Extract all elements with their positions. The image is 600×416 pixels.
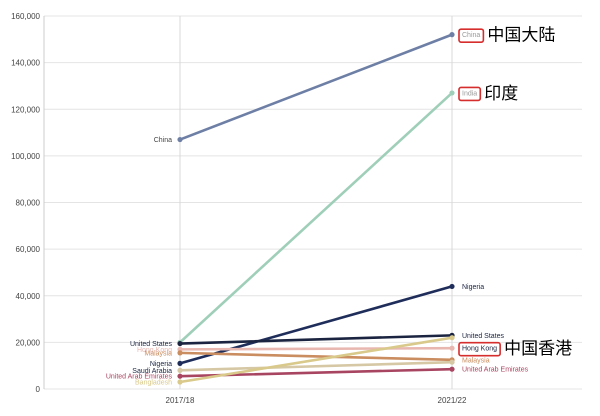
y-tick-label: 120,000 [11, 105, 40, 114]
highlight-box-india [458, 86, 482, 102]
series-line-hong-kong [178, 346, 454, 351]
label-end-nigeria: Nigeria [462, 284, 484, 291]
y-tick-label: 20,000 [16, 338, 41, 347]
axes: 0 20,000 40,000 60,000 80,000 100,000 120,000 1… [11, 12, 467, 405]
point-start-united-arab-emirates [177, 373, 183, 379]
highlight-box-china [458, 28, 485, 43]
annotation-hong-kong: 中国香港 [504, 339, 572, 359]
label-start-saudi-arabia: Saudi Arabia [132, 368, 172, 375]
point-start-china [177, 136, 183, 143]
label-start-china: China [154, 137, 172, 144]
series-line-saudi-arabia [178, 360, 454, 372]
highlight-box-hong-kong [458, 341, 501, 357]
label-start-hong-kong: Hong Kong [137, 347, 172, 354]
annotation-china: 中国大陆 [487, 26, 555, 46]
point-start-nigeria [177, 360, 183, 366]
y-tick-label: 100,000 [11, 152, 40, 161]
series-line-bangladesh [178, 336, 454, 384]
series-line-nigeria [178, 285, 454, 365]
y-tick-label: 160,000 [11, 12, 40, 21]
point-end-bangladesh [449, 335, 455, 341]
series-line-china [178, 33, 454, 141]
label-start-bangladesh: Bangladesh [135, 380, 172, 387]
y-tick-label: 0 [36, 385, 41, 394]
y-tick-label: 80,000 [16, 199, 41, 208]
point-end-india [449, 90, 455, 96]
series-lines [177, 32, 455, 385]
y-tick-label: 40,000 [16, 292, 41, 301]
label-end-malaysia: Malaysia [462, 357, 490, 364]
point-start-saudi-arabia [177, 367, 183, 373]
series-line-united-states [178, 334, 454, 345]
label-end-united-states: United States [462, 333, 505, 340]
point-end-hong-kong [449, 345, 455, 351]
label-end-united-arab-emirates: United Arab Emirates [462, 367, 529, 374]
point-end-nigeria [449, 283, 455, 290]
label-start-malaysia: Malaysia [144, 350, 172, 357]
point-end-china [449, 32, 455, 38]
annotation-india: 印度 [484, 84, 518, 104]
point-start-united-states [177, 340, 183, 347]
label-start-united-states: United States [130, 341, 173, 348]
x-tick-label: 2021/22 [438, 396, 467, 405]
point-end-united-arab-emirates [449, 366, 455, 372]
x-tick-label: 2017/18 [166, 396, 195, 405]
series-line-india [178, 91, 454, 344]
label-start-united-arab-emirates: United Arab Emirates [106, 374, 173, 381]
y-tick-label: 60,000 [16, 245, 41, 254]
label-start-nigeria: Nigeria [150, 361, 172, 368]
point-end-saudi-arabia [449, 359, 455, 365]
point-start-bangladesh [177, 379, 183, 385]
gridlines [44, 15, 582, 390]
point-start-malaysia [177, 350, 183, 356]
y-tick-label: 140,000 [11, 59, 40, 68]
label-end-china: China [462, 32, 480, 39]
label-end-hong-kong: Hong Kong [462, 346, 497, 353]
label-end-india: India [462, 90, 477, 97]
series-line-malaysia [178, 351, 454, 362]
